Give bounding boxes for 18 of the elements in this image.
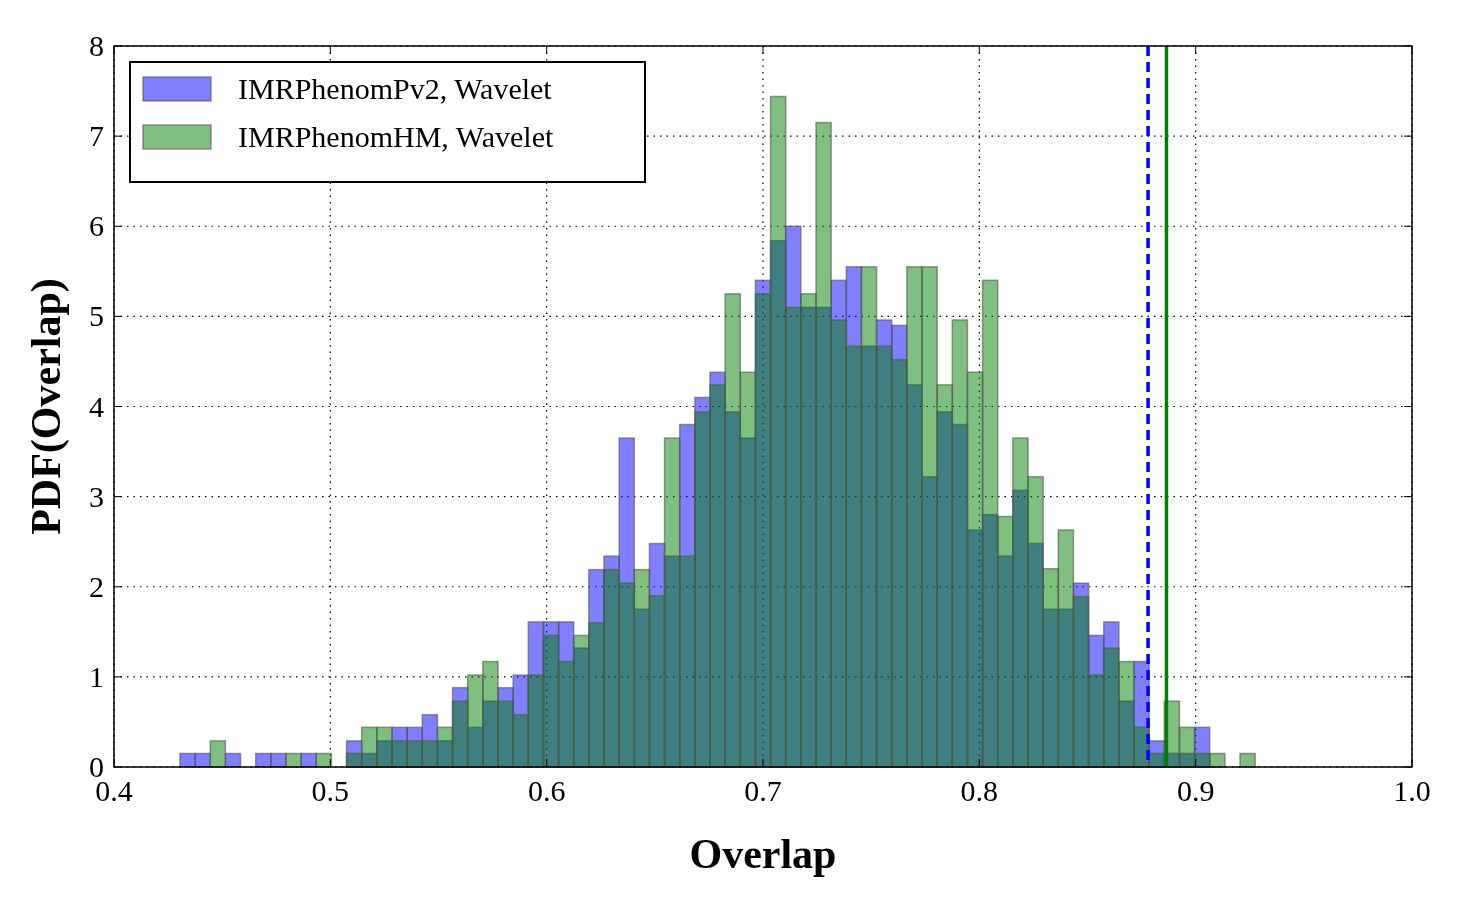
y-tick-label: 2 — [89, 569, 104, 603]
y-tick-label: 1 — [89, 659, 104, 693]
y-tick-label: 8 — [89, 29, 104, 62]
y-tick-label: 7 — [89, 119, 104, 153]
y-axis-title: PDF(Overlap) — [23, 278, 70, 535]
legend-label: IMRPhenomPv2, Wavelet — [238, 72, 553, 105]
x-tick-label: 0.9 — [1176, 774, 1215, 807]
y-tick-label: 5 — [89, 299, 104, 333]
legend-label: IMRPhenomHM, Wavelet — [238, 120, 554, 153]
x-tick-label: 0.8 — [960, 774, 999, 807]
x-tick-label: 0.7 — [744, 774, 782, 807]
x-tick-label: 0.5 — [311, 774, 350, 807]
x-tick-label: 0.6 — [527, 774, 566, 807]
y-tick-label: 6 — [89, 209, 104, 243]
x-tick-label: 1.0 — [1393, 774, 1431, 807]
y-tick-label: 4 — [89, 389, 104, 423]
x-axis-title: Overlap — [689, 831, 837, 877]
y-tick-label: 3 — [89, 479, 104, 513]
